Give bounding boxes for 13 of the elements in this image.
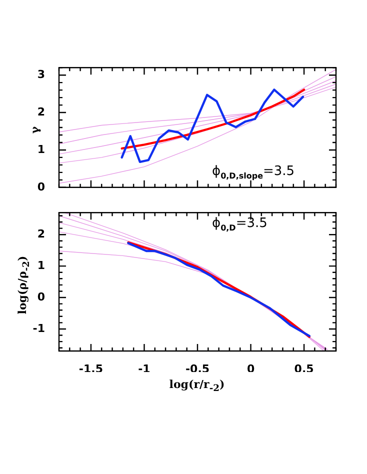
y-tick-label: 2 xyxy=(37,227,45,240)
x-axis-title: log(r/r$_{-2}$) xyxy=(169,378,225,394)
y-tick-label: 0 xyxy=(37,290,46,304)
y-tick-label: 1 xyxy=(37,258,45,272)
x-tick-label: -1 xyxy=(138,362,150,376)
y-tick-label: 0 xyxy=(37,180,46,194)
y-axis-title: γ xyxy=(28,126,42,134)
annotation: ϕ$_{0,D}$=3.5 xyxy=(212,216,268,233)
y-tick-label: 1 xyxy=(37,142,45,156)
y-tick-label: 3 xyxy=(37,68,45,81)
annotation: ϕ$_{0,D,slope}$=3.5 xyxy=(212,164,295,181)
y-tick-label: 2 xyxy=(37,105,45,118)
y-tick-label: -1 xyxy=(32,322,45,335)
